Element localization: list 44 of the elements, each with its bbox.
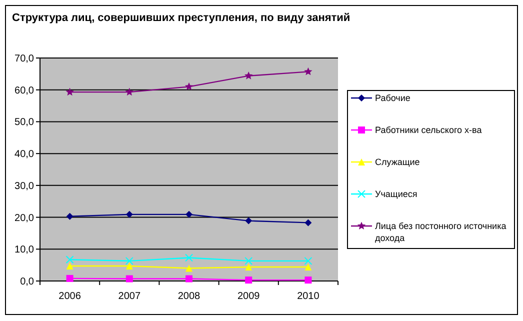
point (184, 82, 194, 90)
y-tick-label: 60,0 (14, 85, 34, 96)
point (245, 217, 252, 224)
point (245, 263, 252, 270)
y-tick-label: 70,0 (14, 54, 34, 64)
point (125, 88, 134, 96)
y-tick-label: 10,0 (14, 244, 34, 256)
point (66, 256, 74, 264)
point (186, 275, 192, 282)
x-tick-label: 2006 (58, 291, 82, 302)
legend-label: Работники сельского х-ва (375, 125, 482, 136)
point (304, 67, 312, 76)
legend-label: Лица без постонного источника дохода (375, 221, 506, 243)
point (304, 276, 312, 284)
point (186, 264, 192, 272)
point (66, 88, 74, 96)
point (66, 262, 74, 270)
x-tick-label: 2007 (118, 291, 141, 302)
x-tick-label: 2009 (237, 291, 260, 302)
point (186, 210, 192, 218)
point (66, 274, 74, 282)
point (185, 254, 193, 262)
y-tick-label: 0,0 (20, 276, 34, 288)
point (304, 219, 312, 226)
point (125, 256, 134, 265)
point (126, 275, 133, 282)
chart-title: Структура лиц, совершивших преступления, по виду занятий (12, 12, 350, 24)
point (244, 72, 253, 80)
point (126, 262, 133, 270)
x-tick-label: 2010 (297, 291, 320, 302)
point (66, 212, 74, 220)
legend-label: Служащие (375, 157, 420, 168)
y-tick-label: 30,0 (14, 180, 34, 192)
y-tick-label: 20,0 (14, 212, 34, 224)
legend-label: Рабочие (375, 93, 410, 104)
legend-label: Учащиеся (375, 189, 418, 200)
x-tick-label: 2008 (178, 291, 201, 302)
point (245, 276, 252, 284)
point (304, 256, 312, 265)
point (304, 263, 312, 270)
y-tick-label: 50,0 (14, 117, 34, 128)
y-tick-label: 40,0 (14, 149, 34, 160)
point (126, 210, 133, 218)
point (244, 256, 253, 265)
